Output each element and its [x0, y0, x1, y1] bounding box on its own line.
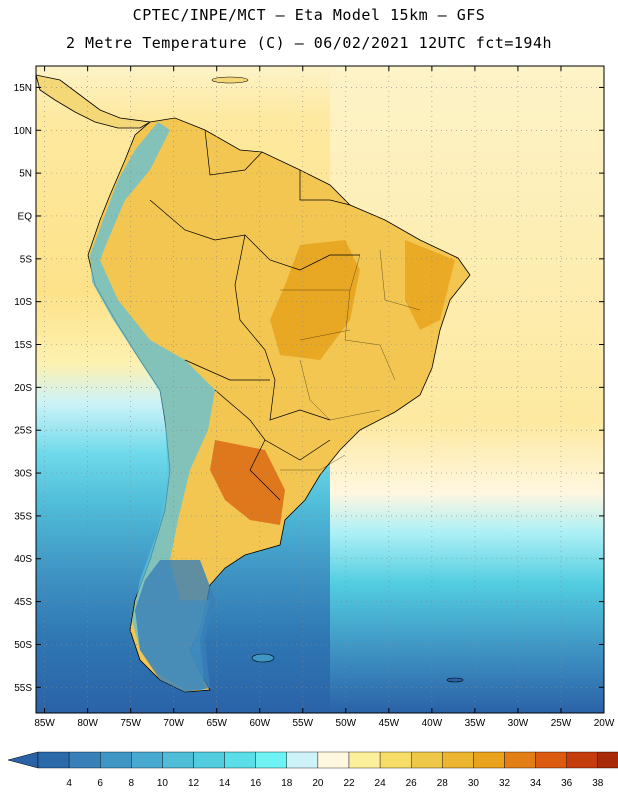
central-america-land — [35, 74, 152, 129]
colorbar-swatch — [473, 751, 505, 769]
colorbar-label: 8 — [129, 778, 135, 789]
colorbar-swatch — [68, 751, 101, 769]
lon-label: 80W — [77, 718, 98, 729]
colorbar-under-arrow — [7, 751, 39, 769]
colorbar-swatch — [348, 751, 381, 769]
country-borders — [149, 129, 360, 501]
lat-label: 30S — [14, 469, 32, 480]
lat-label: 25S — [14, 426, 32, 437]
colorbar-label: 6 — [97, 778, 103, 789]
lat-label: 35S — [14, 511, 32, 522]
patagonia-cold — [135, 560, 215, 692]
lon-label: 50W — [336, 718, 357, 729]
colorbar-swatch — [379, 751, 412, 769]
colorbar-label: 36 — [561, 778, 573, 789]
falkland-islands — [251, 653, 275, 663]
lat-label: 20S — [14, 383, 32, 394]
lon-label: 25W — [551, 718, 572, 729]
colorbar-swatch — [566, 751, 599, 769]
title-line-1: CPTEC/INPE/MCT – Eta Model 15km – GFS — [132, 6, 486, 24]
temperature-map: 15N 10N 5N EQ 5S 10S 15S 20S 25S 30S 35S 40S 45S 50S 5… — [14, 65, 615, 729]
colorbar-swatch — [131, 751, 163, 769]
south-georgia — [446, 677, 464, 683]
colorbar-swatch — [504, 751, 536, 769]
lon-label: 30W — [508, 718, 529, 729]
colorbar-swatch — [193, 751, 225, 769]
colorbar-label: 30 — [468, 778, 480, 789]
lon-label: 85W — [34, 718, 55, 729]
lon-label: 65W — [206, 718, 227, 729]
lon-label: 70W — [163, 718, 184, 729]
lat-label: 15N — [14, 83, 32, 94]
map-frame — [35, 65, 605, 714]
colorbar-swatch — [224, 751, 256, 769]
lat-label: 5N — [19, 169, 32, 180]
caribbean-islands — [211, 76, 249, 84]
lon-label: 40W — [422, 718, 443, 729]
colorbar-swatch — [317, 751, 350, 769]
lat-label: 50S — [14, 640, 32, 651]
lat-label: EQ — [18, 211, 33, 222]
colorbar-label: 18 — [281, 778, 293, 789]
title-line-2: 2 Metre Temperature (C) – 06/02/2021 12U… — [65, 34, 553, 52]
hot-zone-central-brazil — [270, 240, 360, 360]
lon-label: 45W — [379, 718, 400, 729]
colorbar-label: 10 — [157, 778, 169, 789]
lon-label: 20W — [594, 718, 615, 729]
colorbar-swatch — [597, 751, 618, 769]
colorbar-swatch — [99, 751, 132, 769]
colorbar-label: 28 — [437, 778, 449, 789]
colorbar-label: 32 — [499, 778, 511, 789]
colorbar-label: 34 — [530, 778, 542, 789]
colorbar-label: 26 — [406, 778, 418, 789]
colorbar-label: 20 — [312, 778, 324, 789]
lon-label: 60W — [249, 718, 270, 729]
lon-label: 75W — [120, 718, 141, 729]
colorbar-label: 14 — [219, 778, 231, 789]
hot-zone-south — [210, 440, 285, 525]
lat-label: 45S — [14, 597, 32, 608]
colorbar-swatch — [442, 751, 474, 769]
colorbar: 4 6 8 10 12 14 16 18 20 22 24 26 28 30 32 34 36 38 — [7, 751, 618, 789]
lat-label: 10S — [14, 297, 32, 308]
lon-label: 35W — [465, 718, 486, 729]
colorbar-label: 12 — [188, 778, 200, 789]
latitude-labels: 15N 10N 5N EQ 5S 10S 15S 20S 25S 30S 35S 40S 45S 50S 5… — [14, 83, 604, 694]
longitude-labels: 85W 80W 75W 70W 65W 60W 55W 50W 45W 40W 35W 30W 25W 2… — [34, 66, 615, 729]
lat-label: 5S — [20, 254, 33, 265]
colorbar-label: 22 — [343, 778, 355, 789]
colorbar-swatch — [535, 751, 567, 769]
colorbar-swatch — [286, 751, 319, 769]
colorbar-label: 16 — [250, 778, 262, 789]
lon-label: 55W — [293, 718, 314, 729]
colorbar-swatch — [411, 751, 443, 769]
colorbar-swatch — [255, 751, 287, 769]
lat-label: 40S — [14, 554, 32, 565]
state-borders — [280, 249, 421, 471]
colorbar-label: 24 — [375, 778, 387, 789]
lat-label: 55S — [14, 683, 32, 694]
lat-label: 10N — [14, 126, 32, 137]
colorbar-swatch — [37, 751, 70, 769]
lat-label: 15S — [14, 340, 32, 351]
colorbar-label: 38 — [592, 778, 604, 789]
colorbar-label: 4 — [66, 778, 72, 789]
colorbar-swatch — [162, 751, 194, 769]
hot-zone-northeast — [405, 240, 455, 330]
